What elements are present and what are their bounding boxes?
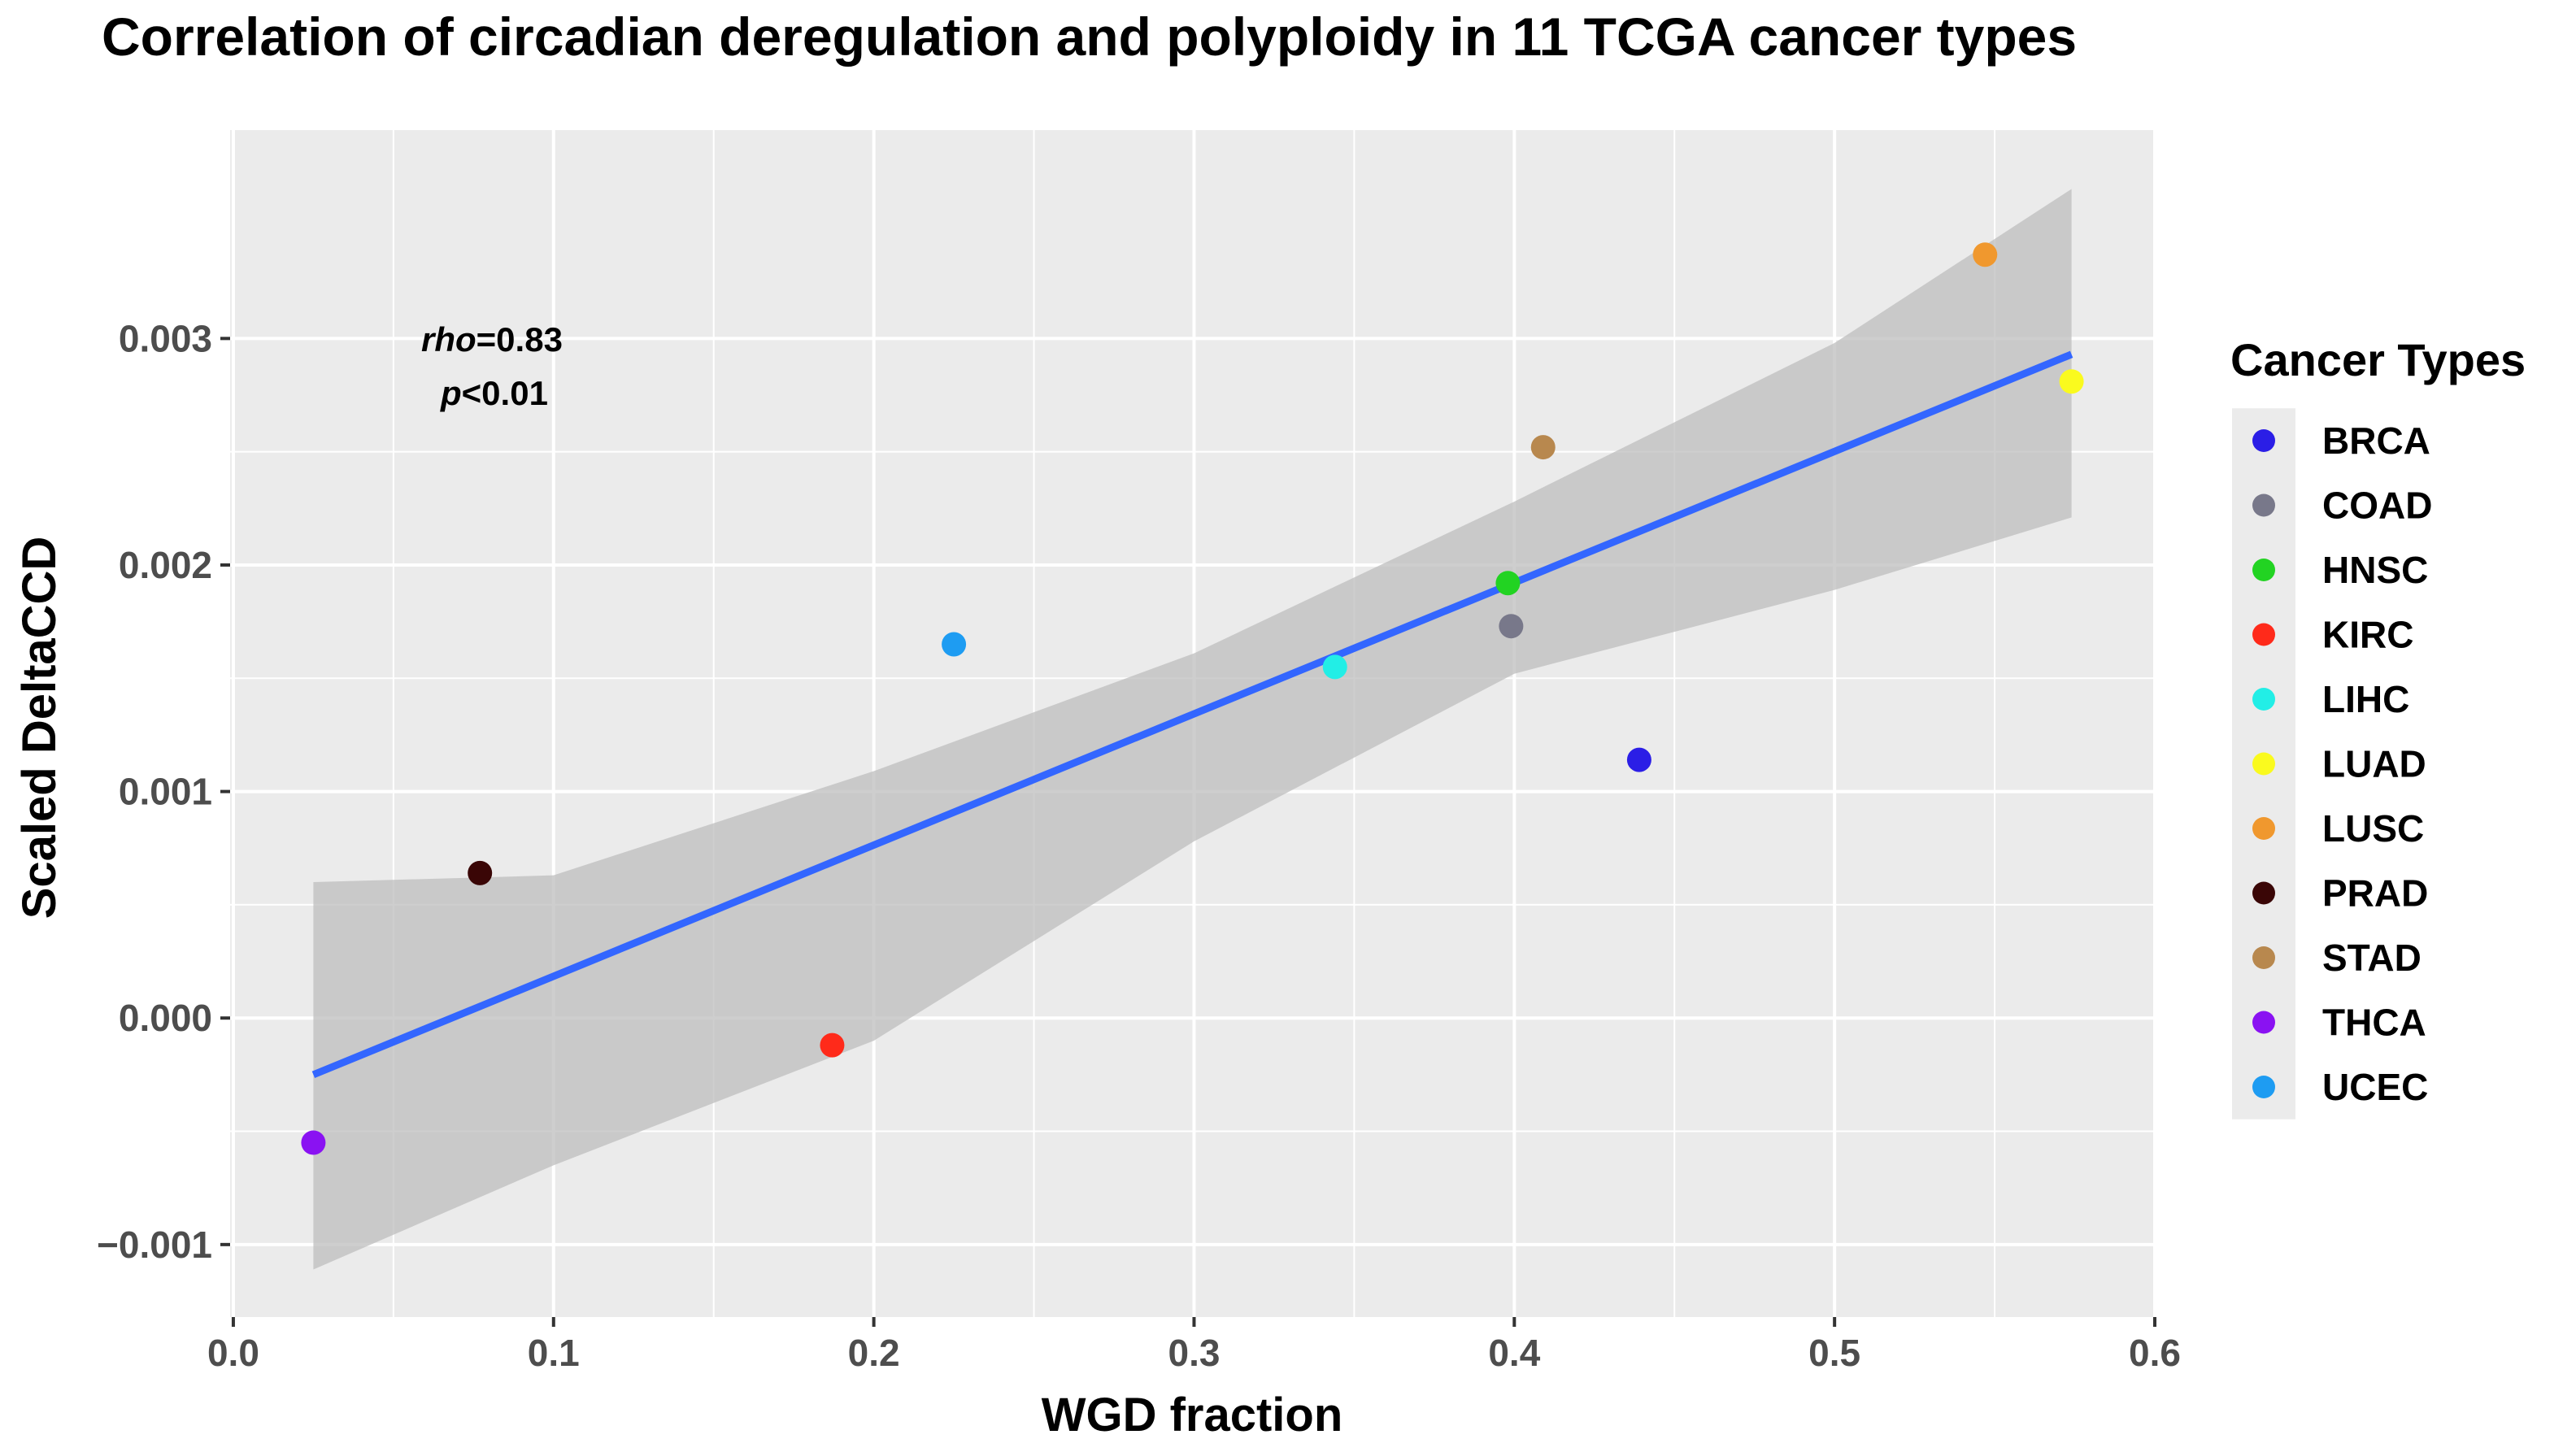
data-point-thca [301,1130,326,1155]
data-point-kirc [820,1032,845,1058]
y-tick-label: 0.001 [119,771,212,813]
y-tick-label: 0.002 [119,544,212,586]
legend-label-stad: STAD [2322,937,2422,979]
data-point-luad [2059,369,2084,394]
x-axis-ticks: 0.0 0.1 0.2 0.3 0.4 0.5 0.6 [207,1317,2181,1374]
x-tick-label: 0.1 [528,1332,580,1374]
data-point-lihc [1322,654,1347,680]
legend-key-stad [2252,946,2275,969]
confidence-band [313,189,2072,1270]
legend-key-kirc [2252,623,2275,646]
legend-label-luad: LUAD [2322,743,2426,785]
legend-key-prad [2252,881,2275,905]
legend-key-thca [2252,1011,2275,1034]
data-point-prad [468,860,493,885]
legend-label-ucec: UCEC [2322,1066,2428,1108]
y-axis-ticks: −0.001 0.000 0.001 0.002 0.003 [97,317,230,1266]
p-symbol: p [440,374,462,412]
legend-key-lihc [2252,688,2275,711]
y-tick-label: 0.000 [119,997,212,1039]
legend: Cancer Types BRCA COAD HNSC KIRC LIHC LUAD LUS… [2230,334,2526,1119]
rho-value: =0.83 [476,320,563,359]
rho-symbol: rho [421,320,476,359]
chart-title: Correlation of circadian deregulation an… [102,7,2077,67]
legend-key-ucec [2252,1076,2275,1098]
legend-key-brca [2252,429,2275,452]
p-value: <0.01 [462,374,548,412]
legend-label-brca: BRCA [2322,420,2430,462]
rho-annotation: rho=0.83 [421,320,563,359]
x-tick-label: 0.4 [1488,1332,1540,1374]
data-points [301,242,2084,1155]
data-point-lusc [1973,242,1998,267]
legend-key-lusc [2252,817,2275,840]
legend-label-coad: COAD [2322,485,2432,527]
y-axis-title: Scaled DeltaCCD [13,537,66,919]
legend-key-coad [2252,493,2275,517]
y-tick-label: −0.001 [97,1224,212,1266]
data-point-hnsc [1495,571,1521,596]
legend-key-luad [2252,752,2275,776]
legend-title: Cancer Types [2230,334,2526,385]
legend-label-kirc: KIRC [2322,614,2413,656]
legend-key-hnsc [2252,559,2275,581]
x-tick-label: 0.0 [207,1332,259,1374]
legend-label-prad: PRAD [2322,872,2428,915]
legend-label-thca: THCA [2322,1002,2426,1044]
legend-label-hnsc: HNSC [2322,549,2428,591]
data-point-brca [1626,747,1651,772]
data-point-coad [1499,614,1524,639]
y-tick-label: 0.003 [119,317,212,359]
x-axis-title: WGD fraction [1042,1389,1343,1441]
data-point-stad [1530,435,1556,460]
x-tick-label: 0.3 [1168,1332,1220,1374]
regression-line [311,350,2073,1079]
x-tick-label: 0.2 [848,1332,900,1374]
p-annotation: p<0.01 [440,374,548,412]
legend-label-lihc: LIHC [2322,678,2409,720]
x-tick-label: 0.6 [2129,1332,2181,1374]
x-tick-label: 0.5 [1808,1332,1860,1374]
legend-items: BRCA COAD HNSC KIRC LIHC LUAD LUSC PRAD STAD THCA… [2252,420,2432,1108]
data-point-ucec [942,632,967,657]
legend-label-lusc: LUSC [2322,807,2424,850]
